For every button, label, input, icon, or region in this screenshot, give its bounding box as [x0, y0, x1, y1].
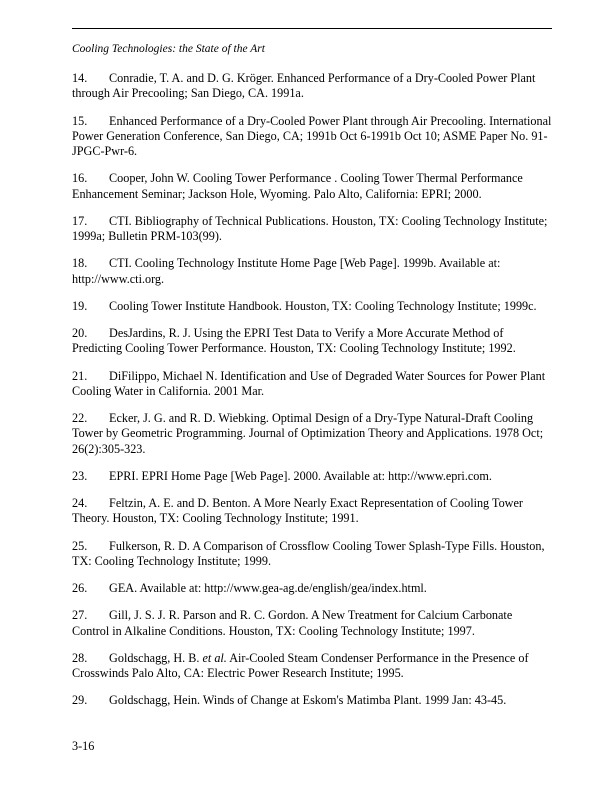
ref-number: 24. — [72, 496, 106, 511]
reference-item: 19. Cooling Tower Institute Handbook. Ho… — [72, 299, 552, 314]
ref-number: 25. — [72, 539, 106, 554]
ref-text: Enhanced Performance of a Dry-Cooled Pow… — [72, 114, 551, 159]
ref-number: 16. — [72, 171, 106, 186]
reference-item: 20. DesJardins, R. J. Using the EPRI Tes… — [72, 326, 552, 357]
reference-item: 15. Enhanced Performance of a Dry-Cooled… — [72, 114, 552, 160]
ref-text-pre: Goldschagg, H. B. — [109, 651, 202, 665]
ref-number: 14. — [72, 71, 106, 86]
ref-number: 15. — [72, 114, 106, 129]
ref-number: 17. — [72, 214, 106, 229]
ref-text: DiFilippo, Michael N. Identification and… — [72, 369, 545, 398]
reference-item: 23. EPRI. EPRI Home Page [Web Page]. 200… — [72, 469, 552, 484]
ref-number: 23. — [72, 469, 106, 484]
reference-item: 27. Gill, J. S. J. R. Parson and R. C. G… — [72, 608, 552, 639]
ref-text: DesJardins, R. J. Using the EPRI Test Da… — [72, 326, 516, 355]
ref-text: Ecker, J. G. and R. D. Wiebking. Optimal… — [72, 411, 543, 456]
ref-number: 29. — [72, 693, 106, 708]
ref-number: 26. — [72, 581, 106, 596]
reference-item: 24. Feltzin, A. E. and D. Benton. A More… — [72, 496, 552, 527]
reference-list: 14. Conradie, T. A. and D. G. Kröger. En… — [72, 71, 552, 709]
ref-text: Goldschagg, Hein. Winds of Change at Esk… — [109, 693, 506, 707]
ref-text: EPRI. EPRI Home Page [Web Page]. 2000. A… — [109, 469, 492, 483]
ref-number: 19. — [72, 299, 106, 314]
ref-number: 18. — [72, 256, 106, 271]
running-header: Cooling Technologies: the State of the A… — [72, 43, 552, 55]
ref-text: Cooling Tower Institute Handbook. Housto… — [109, 299, 537, 313]
ref-text: GEA. Available at: http://www.gea-ag.de/… — [109, 581, 427, 595]
ref-text: Gill, J. S. J. R. Parson and R. C. Gordo… — [72, 608, 512, 637]
page-number: 3-16 — [72, 739, 94, 754]
reference-item: 16. Cooper, John W. Cooling Tower Perfor… — [72, 171, 552, 202]
ref-number: 20. — [72, 326, 106, 341]
ref-text: Cooper, John W. Cooling Tower Performanc… — [72, 171, 523, 200]
reference-item: 21. DiFilippo, Michael N. Identification… — [72, 369, 552, 400]
reference-item: 25. Fulkerson, R. D. A Comparison of Cro… — [72, 539, 552, 570]
top-rule — [72, 28, 552, 29]
reference-item: 17. CTI. Bibliography of Technical Publi… — [72, 214, 552, 245]
ref-number: 22. — [72, 411, 106, 426]
reference-item: 14. Conradie, T. A. and D. G. Kröger. En… — [72, 71, 552, 102]
ref-text: Feltzin, A. E. and D. Benton. A More Nea… — [72, 496, 523, 525]
ref-text-italic: et al. — [202, 651, 226, 665]
ref-text: Fulkerson, R. D. A Comparison of Crossfl… — [72, 539, 545, 568]
ref-number: 27. — [72, 608, 106, 623]
ref-number: 28. — [72, 651, 106, 666]
reference-item: 22. Ecker, J. G. and R. D. Wiebking. Opt… — [72, 411, 552, 457]
reference-item: 28. Goldschagg, H. B. et al. Air-Cooled … — [72, 651, 552, 682]
ref-text: CTI. Cooling Technology Institute Home P… — [72, 256, 500, 285]
reference-item: 26. GEA. Available at: http://www.gea-ag… — [72, 581, 552, 596]
ref-number: 21. — [72, 369, 106, 384]
ref-text: Conradie, T. A. and D. G. Kröger. Enhanc… — [72, 71, 535, 100]
reference-item: 18. CTI. Cooling Technology Institute Ho… — [72, 256, 552, 287]
ref-text: CTI. Bibliography of Technical Publicati… — [72, 214, 547, 243]
reference-item: 29. Goldschagg, Hein. Winds of Change at… — [72, 693, 552, 708]
